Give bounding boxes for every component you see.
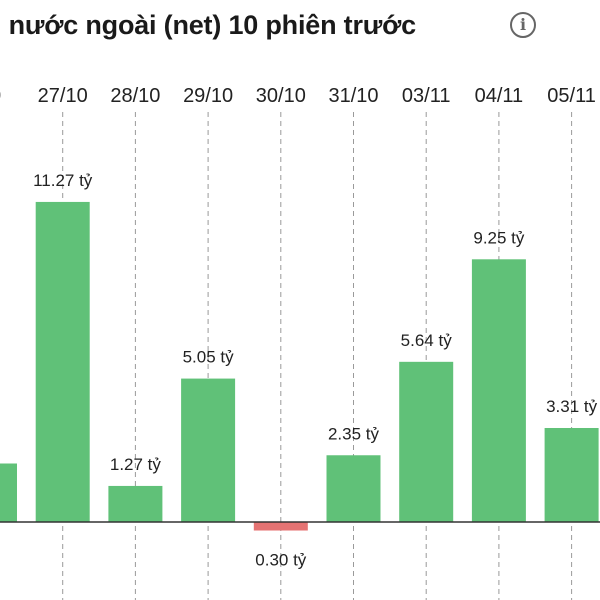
value-label: 5.64 tỷ [401,331,453,350]
date-label: 30/10 [256,85,306,107]
bar [181,378,236,522]
value-label: 9.25 tỷ [473,228,525,247]
date-label: 28/10 [110,85,160,107]
info-icon[interactable]: i [510,12,536,38]
date-label: 31/10 [328,85,378,107]
date-label: 10 [0,85,1,107]
date-label: 27/10 [38,85,88,107]
value-label: 11.27 tỷ [33,171,93,190]
value-label: 5.05 tỷ [183,348,235,367]
bar [544,427,599,522]
value-label: 2.35 tỷ [328,424,380,443]
bar [0,463,17,522]
bar [35,201,90,522]
date-label: 04/11 [475,85,524,107]
value-label: 0.30 tỷ [255,551,307,570]
bar [326,455,381,522]
date-label: 29/10 [183,85,233,107]
date-label: 03/11 [402,85,451,107]
bar [399,361,454,522]
value-label: 3.31 tỷ [546,397,598,416]
bar [253,522,308,531]
value-label: 1.27 tỷ [110,455,162,474]
bar [108,485,163,522]
chart-title: ị nước ngoài (net) 10 phiên trước [0,10,416,40]
bar [471,259,526,522]
date-label: 05/11 [547,85,596,107]
